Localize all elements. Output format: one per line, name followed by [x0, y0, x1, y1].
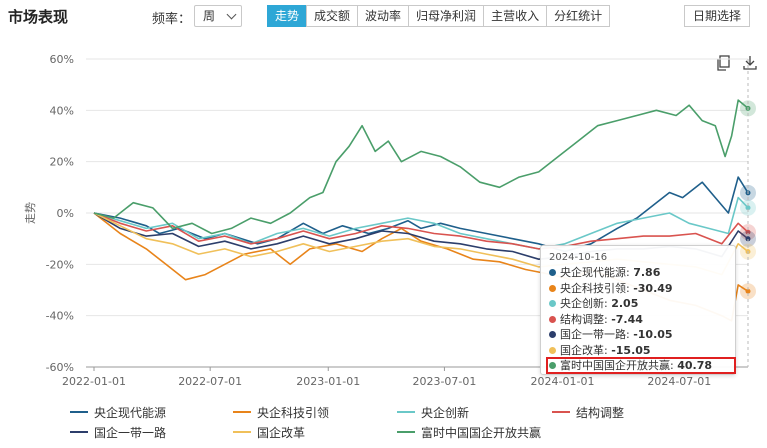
- series-dot-icon: [549, 300, 556, 307]
- x-tick-label: 2023-01-01: [296, 375, 360, 388]
- series-dot-icon: [549, 284, 556, 292]
- tab-volatility[interactable]: 波动率: [357, 5, 410, 27]
- y-tick-label: 60%: [50, 53, 74, 66]
- tooltip-series-value: 2.05: [611, 297, 639, 310]
- tooltip-rows: 央企现代能源: 7.86 央企科技引领: -30.49 央企创新: 2.05 结构调整…: [546, 265, 736, 374]
- tooltip-series-value: -30.49: [633, 281, 673, 295]
- y-tick-label: 0%: [57, 207, 74, 220]
- series-dot-icon: [549, 269, 556, 276]
- tooltip-series-value: -10.05: [633, 328, 673, 341]
- tooltip-series-label: 央企现代能源:: [560, 266, 634, 279]
- series-line-0: [93, 176, 749, 253]
- tooltip-series-label: 国企改革:: [560, 343, 612, 357]
- copy-icon[interactable]: [716, 55, 732, 71]
- legend-item[interactable]: 央企科技引领: [233, 404, 329, 421]
- tooltip-series-value: 40.78: [677, 359, 712, 372]
- legend-label: 国企改革: [257, 426, 306, 440]
- legend-label: 富时中国国企开放共赢: [421, 426, 542, 440]
- tooltip-date: 2024-10-16: [549, 252, 608, 263]
- legend-line-icon: [552, 411, 570, 413]
- tooltip-series-label: 富时中国国企开放共赢:: [560, 359, 678, 372]
- tooltip-series-label: 结构调整:: [560, 312, 612, 326]
- legend-item[interactable]: 富时中国国企开放共赢: [397, 424, 541, 441]
- legend-label: 央企创新: [421, 406, 470, 420]
- date-select-button[interactable]: 日期选择: [684, 5, 751, 27]
- x-tick-label: 2022-01-01: [62, 375, 126, 388]
- legend-line-icon: [70, 411, 88, 413]
- legend-line-icon: [233, 431, 251, 433]
- y-tick-label: -40%: [46, 310, 74, 323]
- legend-label: 国企一带一路: [94, 426, 167, 440]
- legend-item[interactable]: 结构调整: [552, 404, 624, 421]
- tooltip-series-label: 央企创新:: [560, 297, 612, 310]
- x-tick-label: 2024-01-01: [531, 375, 595, 388]
- legend-item[interactable]: 国企改革: [233, 424, 305, 441]
- download-icon[interactable]: [742, 55, 758, 71]
- series-dot-icon: [549, 362, 556, 369]
- tab-net-profit[interactable]: 归母净利润: [408, 5, 485, 27]
- tooltip-row: 结构调整: -7.44: [549, 312, 727, 328]
- chart-tooltip: 2024-10-16 央企现代能源: 7.86 央企科技引领: -30.49 央企创…: [540, 245, 736, 375]
- tooltip-row: 央企现代能源: 7.86: [549, 265, 727, 281]
- y-axis-ticks: 60% 40% 20% 0% -20% -40% -60%: [46, 53, 74, 374]
- y-tick-label: 40%: [50, 104, 74, 117]
- tooltip-row: 富时中国国企开放共赢: 40.78: [546, 357, 736, 374]
- tooltip-series-label: 央企科技引领:: [560, 281, 634, 295]
- tab-turnover[interactable]: 成交额: [306, 5, 359, 27]
- x-axis-ticks: 2022-01-01 2022-07-01 2023-01-01 2023-07-01…: [62, 367, 711, 388]
- y-tick-label: -60%: [46, 361, 74, 374]
- series-line-6: [93, 99, 749, 235]
- header: 市场表现 频率： 周 走势 成交额 波动率 归母净利润 主营收入 分红统计 日期…: [0, 0, 767, 34]
- series-end-point-4: [745, 236, 751, 242]
- series-end-markers: [740, 59, 756, 367]
- tab-dividend-stats[interactable]: 分红统计: [546, 5, 611, 27]
- frequency-value: 周: [203, 9, 216, 23]
- series-line-2: [93, 196, 749, 250]
- tab-main-revenue[interactable]: 主营收入: [483, 5, 548, 27]
- legend-item[interactable]: 央企创新: [397, 404, 469, 421]
- x-tick-label: 2022-07-01: [178, 375, 242, 388]
- tooltip-row: 国企改革: -15.05: [549, 343, 727, 359]
- legend-label: 央企现代能源: [94, 406, 167, 420]
- series-end-point-3: [745, 229, 751, 235]
- legend-label: 央企科技引领: [257, 406, 330, 420]
- tooltip-row: 央企创新: 2.05: [549, 296, 727, 312]
- tooltip-series-value: 7.86: [633, 266, 661, 279]
- y-tick-label: -20%: [46, 258, 74, 271]
- series-end-point-1: [745, 288, 751, 294]
- series-end-point-2: [745, 205, 751, 211]
- page-title: 市场表现: [8, 8, 69, 26]
- legend-line-icon: [397, 431, 415, 433]
- legend-item[interactable]: 国企一带一路: [70, 424, 166, 441]
- tooltip-series-value: -15.05: [611, 343, 651, 357]
- legend-item[interactable]: 央企现代能源: [70, 404, 166, 421]
- legend-line-icon: [70, 431, 88, 433]
- tooltip-row: 国企一带一路: -10.05: [549, 327, 727, 343]
- series-dot-icon: [549, 315, 556, 323]
- x-tick-label: 2024-07-01: [647, 375, 711, 388]
- x-tick-label: 2023-07-01: [412, 375, 476, 388]
- series-dot-icon: [549, 331, 556, 338]
- series-dot-icon: [549, 346, 556, 354]
- tooltip-series-value: -7.44: [611, 312, 643, 326]
- tooltip-row: 央企科技引领: -30.49: [549, 281, 727, 297]
- legend-line-icon: [233, 411, 251, 413]
- tooltip-series-label: 国企一带一路:: [560, 328, 634, 341]
- y-axis-label: 走势: [24, 202, 37, 224]
- legend-line-icon: [397, 411, 415, 413]
- legend-label: 结构调整: [576, 406, 625, 420]
- y-tick-label: 20%: [50, 156, 74, 169]
- series-line-3: [93, 212, 749, 250]
- frequency-label: 频率：: [152, 12, 192, 27]
- metric-tabs: 走势 成交额 波动率 归母净利润 主营收入 分红统计: [267, 5, 611, 27]
- frequency-select[interactable]: 周: [194, 5, 242, 27]
